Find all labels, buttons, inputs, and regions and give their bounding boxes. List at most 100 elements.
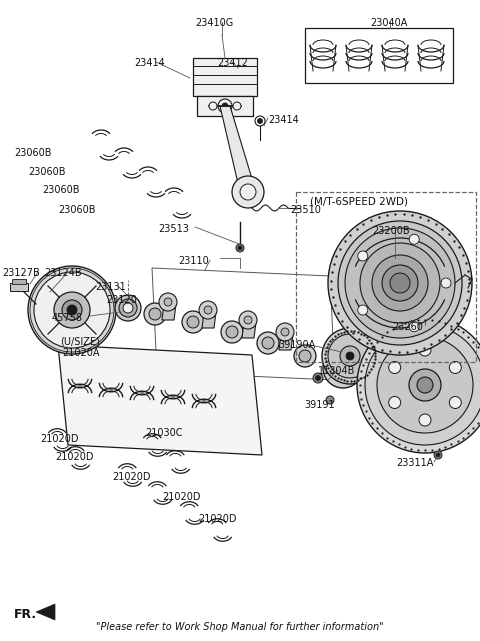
Text: FR.: FR. [14,608,37,621]
Circle shape [257,332,279,354]
Circle shape [377,337,473,433]
Circle shape [449,397,461,408]
Text: 23510: 23510 [290,205,321,215]
Circle shape [238,246,242,250]
Text: 11304B: 11304B [318,366,355,376]
Circle shape [276,323,294,341]
Text: 21020D: 21020D [55,452,94,462]
Circle shape [336,361,350,375]
Text: 45758: 45758 [52,313,83,323]
Text: 23060B: 23060B [28,167,65,177]
Circle shape [326,396,334,404]
Text: 23260: 23260 [392,322,423,332]
Circle shape [257,119,263,124]
Circle shape [239,311,257,329]
Circle shape [382,265,418,301]
Circle shape [346,352,354,360]
Circle shape [115,295,141,321]
Circle shape [67,305,77,315]
Circle shape [209,102,217,110]
Circle shape [299,350,311,362]
Circle shape [365,325,480,445]
Polygon shape [202,312,216,328]
Circle shape [345,228,455,338]
Circle shape [204,306,212,314]
Polygon shape [220,106,256,192]
Circle shape [199,301,217,319]
Text: "Please refer to Work Shop Manual for further information": "Please refer to Work Shop Manual for fu… [96,622,384,632]
Circle shape [164,298,172,306]
Text: 23513: 23513 [158,224,189,234]
Circle shape [409,322,419,332]
Bar [197,96,253,116]
Text: 23040A: 23040A [370,18,408,28]
Circle shape [409,234,419,244]
Bar [12,279,26,284]
Text: 23412: 23412 [217,58,248,68]
Circle shape [323,348,363,388]
Circle shape [62,300,82,320]
Circle shape [159,293,177,311]
Text: 23200B: 23200B [372,226,409,236]
Text: 21020D: 21020D [162,492,201,502]
Polygon shape [58,345,262,455]
Circle shape [419,414,431,426]
Circle shape [389,397,401,408]
Text: (U/SIZE): (U/SIZE) [60,336,100,346]
Circle shape [441,278,451,288]
Text: 21020D: 21020D [112,472,151,482]
Circle shape [34,272,110,348]
Text: (M/T-6SPEED 2WD): (M/T-6SPEED 2WD) [310,196,408,206]
Circle shape [218,99,232,113]
Circle shape [360,243,440,323]
Text: 21020A: 21020A [62,348,99,358]
Circle shape [244,316,252,324]
Text: 39190A: 39190A [278,340,315,350]
Circle shape [294,345,316,367]
Text: 23131: 23131 [95,282,126,292]
Text: 23060B: 23060B [14,148,51,158]
Circle shape [236,244,244,252]
Circle shape [149,308,161,320]
Circle shape [226,326,238,338]
Circle shape [221,321,243,343]
Circle shape [144,303,166,325]
Circle shape [436,453,440,457]
Circle shape [222,103,228,109]
Text: 21020D: 21020D [198,514,237,524]
Text: 23414: 23414 [268,115,299,125]
Circle shape [390,273,410,293]
Polygon shape [242,322,256,338]
Bar [193,58,257,96]
Circle shape [389,362,401,374]
Circle shape [313,373,323,383]
Circle shape [281,328,289,336]
Polygon shape [279,334,293,350]
Text: 39191: 39191 [304,400,335,410]
Text: 23124B: 23124B [44,268,82,278]
Circle shape [372,255,428,311]
Circle shape [417,377,433,393]
Circle shape [255,116,265,126]
Text: 21020D: 21020D [40,434,79,444]
Circle shape [119,299,137,317]
Circle shape [449,362,461,374]
Text: 23410G: 23410G [195,18,233,28]
Bar [296,192,476,362]
Circle shape [187,316,199,328]
Circle shape [328,334,372,378]
Circle shape [358,251,368,261]
Circle shape [240,184,256,200]
Circle shape [315,376,321,381]
Circle shape [434,451,442,459]
Circle shape [123,303,133,313]
Text: 23060B: 23060B [58,205,96,215]
Circle shape [409,369,441,401]
Circle shape [338,221,462,345]
Circle shape [357,317,480,453]
Text: 23110: 23110 [178,256,209,266]
Text: 23311A: 23311A [396,458,433,468]
Circle shape [54,292,90,328]
Text: 21030C: 21030C [145,428,182,438]
Polygon shape [162,304,176,320]
